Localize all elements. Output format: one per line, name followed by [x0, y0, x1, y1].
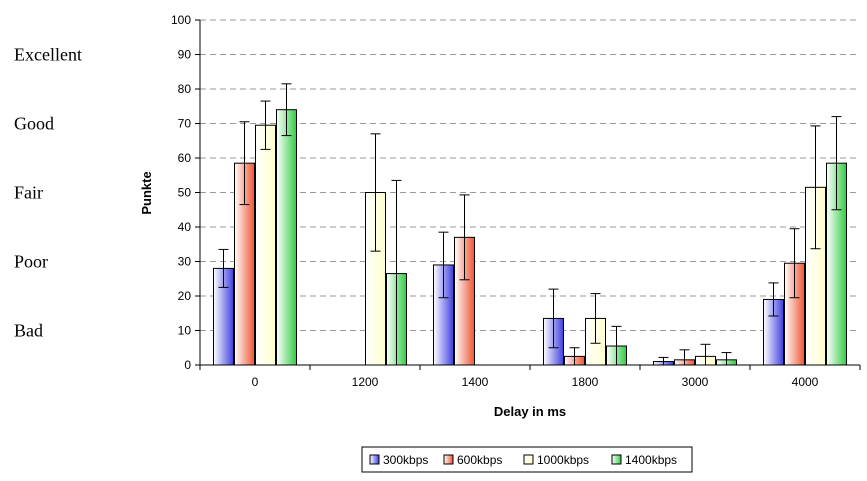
legend-label-1400kbps: 1400kbps — [625, 453, 677, 467]
x-tick-label: 1800 — [572, 375, 599, 389]
quality-scale: Excellent Good Fair Poor Bad — [14, 45, 82, 341]
quality-label-bad: Bad — [14, 321, 43, 341]
y-tick-label: 100 — [171, 13, 191, 27]
legend-swatch-300kbps — [369, 454, 380, 465]
x-tick-label: 1200 — [352, 375, 379, 389]
x-axis-title: Delay in ms — [494, 404, 566, 419]
legend-label-1000kbps: 1000kbps — [537, 453, 589, 467]
legend-swatch-1000kbps — [523, 454, 534, 465]
quality-label-excellent: Excellent — [14, 45, 82, 65]
y-tick-label: 20 — [178, 289, 192, 303]
legend-swatch-1400kbps — [611, 454, 622, 465]
x-tick-label: 3000 — [682, 375, 709, 389]
bar-1000kbps-0 — [255, 124, 276, 366]
legend-swatch-600kbps — [443, 454, 454, 465]
quality-label-fair: Fair — [14, 183, 43, 203]
y-tick-label: 50 — [178, 186, 192, 200]
y-tick-label: 70 — [178, 117, 192, 131]
x-tick-label: 1400 — [462, 375, 489, 389]
quality-label-poor: Poor — [14, 252, 48, 272]
y-tick-label: 60 — [178, 151, 192, 165]
legend-label-300kbps: 300kbps — [383, 453, 428, 467]
y-axis-title: Punkte — [139, 171, 154, 214]
gridlines — [200, 19, 860, 331]
bar-1400kbps-0 — [276, 109, 297, 366]
y-tick-label: 80 — [178, 82, 192, 96]
legend: 300kbps 600kbps 1000kbps 1400kbps — [369, 453, 677, 467]
y-tick-label: 40 — [178, 220, 192, 234]
y-tick-label: 0 — [184, 358, 191, 372]
y-tick-label: 10 — [178, 324, 192, 338]
x-tick-label: 0 — [252, 375, 259, 389]
x-tick-label: 4000 — [792, 375, 819, 389]
y-tick-label: 90 — [178, 48, 192, 62]
bars — [213, 83, 847, 366]
legend-label-600kbps: 600kbps — [457, 453, 502, 467]
y-tick-label: 30 — [178, 255, 192, 269]
quality-label-good: Good — [14, 114, 54, 134]
